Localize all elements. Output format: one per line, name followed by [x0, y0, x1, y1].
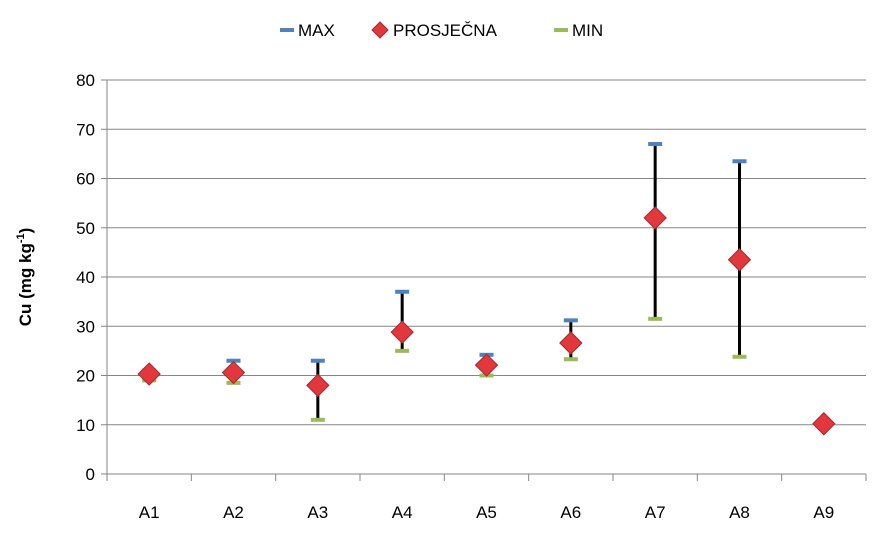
y-tick-label-40: 40 [76, 268, 95, 287]
y-axis-title: Cu (mg kg-1) [15, 228, 35, 327]
x-tick-label-A7: A7 [645, 503, 666, 522]
y-tick-label-30: 30 [76, 317, 95, 336]
x-tick-label-A3: A3 [307, 503, 328, 522]
y-tick-label-70: 70 [76, 120, 95, 139]
x-tick-label-A4: A4 [392, 503, 413, 522]
hi-lo-lines [147, 144, 826, 426]
marker-max-A2 [226, 358, 241, 363]
legend-label-min: MIN [572, 21, 603, 40]
y-tick-label-60: 60 [76, 170, 95, 189]
x-tick-label-A1: A1 [139, 503, 160, 522]
legend-key-max [280, 28, 294, 32]
marker-avg-A1 [137, 362, 161, 386]
marker-avg-A7 [643, 206, 667, 230]
marker-max-A3 [310, 358, 325, 363]
x-tick-label-A9: A9 [813, 503, 834, 522]
marker-max-A6 [563, 318, 578, 323]
y-axis-title-sup: -1 [15, 233, 27, 243]
marker-max-A4 [395, 289, 410, 294]
y-tick-label-50: 50 [76, 219, 95, 238]
y-tick-label-0: 0 [86, 465, 95, 484]
legend-label-prosjena: PROSJEČNA [393, 21, 498, 40]
marker-min-A8 [732, 354, 747, 359]
marker-max-A8 [732, 159, 747, 164]
legend-key-prosjena [371, 21, 389, 39]
marker-avg-A4 [390, 320, 414, 344]
marker-min-A4 [395, 348, 410, 353]
marker-avg-A9 [812, 412, 836, 436]
x-tick-label-A8: A8 [729, 503, 750, 522]
marker-avg-A5 [474, 353, 499, 377]
y-tick-label-10: 10 [76, 416, 95, 435]
marker-min-A3 [310, 417, 325, 422]
x-tick-label-A5: A5 [476, 503, 497, 522]
marker-max-A7 [648, 142, 663, 147]
legend-key-min [554, 28, 568, 32]
marker-avg-A2 [221, 360, 246, 385]
x-tick-label-A6: A6 [560, 503, 581, 522]
marker-avg-A3 [306, 373, 330, 398]
x-tick-label-A2: A2 [223, 503, 244, 522]
marker-avg-A8 [727, 248, 752, 272]
axes-layer: 0 10 20 30 40 50 60 70 80 A1 A2 A3 A4 A5 A6 A7 A8 A9 [76, 71, 867, 522]
legend-label-max: MAX [298, 21, 335, 40]
marker-min-A7 [648, 316, 663, 321]
marker-avg-A6 [559, 331, 583, 355]
y-axis-title-end: ) [16, 228, 35, 234]
legend: MAX PROSJEČNA MIN [280, 21, 603, 40]
y-tick-label-80: 80 [76, 71, 95, 90]
y-axis-title-main: Cu (mg kg [16, 243, 35, 326]
data-marks [137, 142, 836, 436]
y-tick-label-20: 20 [76, 367, 95, 386]
marker-min-A6 [563, 357, 578, 362]
